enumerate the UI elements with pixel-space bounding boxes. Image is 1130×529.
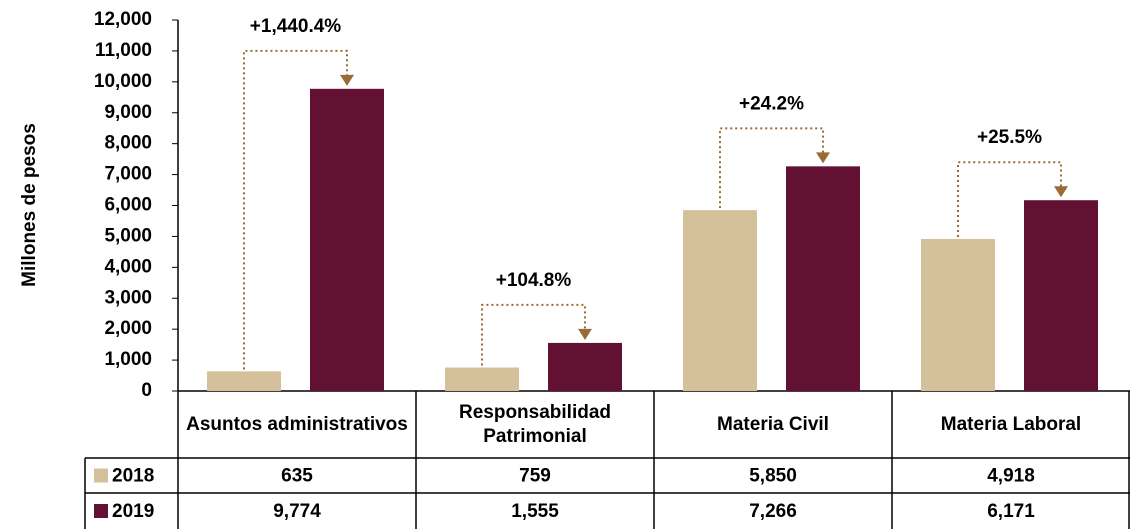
bar — [445, 367, 519, 391]
y-tick-label: 7,000 — [104, 164, 152, 185]
legend-label: 2019 — [112, 501, 154, 522]
annotation-arrow — [816, 152, 830, 164]
table-value: 7,266 — [749, 501, 797, 522]
annotation-arrow — [1054, 186, 1068, 198]
y-axis-label: Millones de pesos — [19, 123, 40, 287]
bar — [548, 342, 622, 391]
table-value: 635 — [281, 466, 313, 487]
y-tick-label: 10,000 — [94, 71, 152, 92]
annotation: +25.5% — [977, 127, 1042, 148]
x-tick-label: Materia Laboral — [940, 414, 1082, 435]
y-tick-label: 12,000 — [94, 9, 152, 30]
annotation: +24.2% — [739, 93, 804, 114]
annotation-arrow — [578, 328, 592, 340]
x-tick-label: Responsabilidad Patrimonial — [458, 402, 612, 447]
annotation-line — [481, 303, 586, 366]
bar — [786, 166, 860, 391]
annotation: +104.8% — [496, 270, 572, 291]
y-tick-label: 6,000 — [104, 195, 152, 216]
annotation-line — [243, 49, 348, 370]
bar — [921, 238, 995, 391]
bar — [683, 210, 757, 391]
annotation: +1,440.4% — [250, 16, 341, 37]
x-tick-label: Materia Civil — [717, 414, 829, 435]
y-tick-label: 2,000 — [104, 318, 152, 339]
bar — [310, 88, 384, 392]
legend-label: 2018 — [112, 466, 154, 487]
y-tick-label: 1,000 — [104, 349, 152, 370]
y-tick-label: 9,000 — [104, 102, 152, 123]
annotation-line — [957, 161, 1062, 237]
legend-swatch — [94, 504, 108, 518]
table-value: 9,774 — [273, 501, 321, 522]
legend-swatch — [94, 468, 108, 483]
y-tick-label: 4,000 — [104, 256, 152, 277]
x-tick-label: Asuntos administrativos — [186, 414, 408, 435]
y-tick-label: 11,000 — [95, 40, 152, 61]
bar — [207, 371, 281, 391]
table-value: 4,918 — [987, 466, 1035, 487]
table-value: 759 — [519, 466, 551, 487]
table-value: 1,555 — [511, 501, 559, 522]
table-value: 5,850 — [749, 466, 797, 487]
y-tick-label: 8,000 — [104, 133, 152, 154]
y-tick-label: 0 — [141, 380, 152, 401]
table-value: 6,171 — [987, 501, 1035, 522]
annotation-line — [719, 127, 824, 209]
annotation-arrow — [340, 74, 354, 86]
y-tick-label: 5,000 — [104, 225, 152, 246]
bar — [1024, 200, 1098, 391]
y-tick-label: 3,000 — [104, 287, 152, 308]
